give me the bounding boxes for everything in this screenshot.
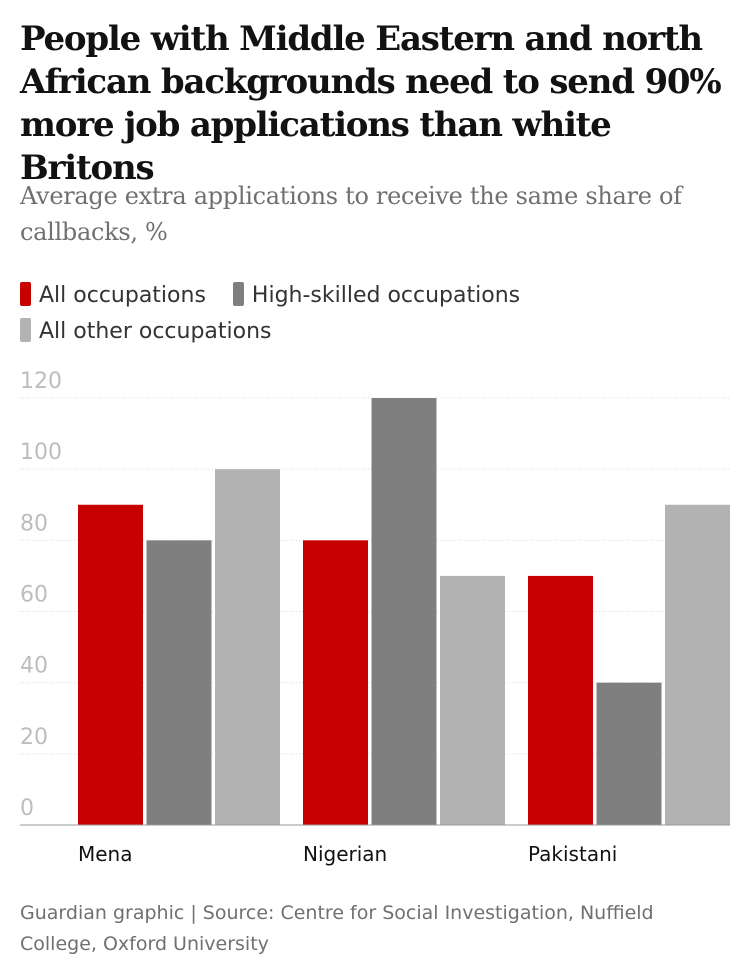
legend-label: All other occupations: [39, 319, 272, 344]
legend-swatch: [20, 282, 31, 306]
y-tick-label: 60: [20, 583, 48, 608]
legend-item-all-occupations: All occupations: [20, 278, 206, 314]
legend-label: All occupations: [39, 283, 206, 308]
legend-label: High-skilled occupations: [251, 283, 521, 308]
legend-item-all-other-occupations: All other occupations: [20, 314, 272, 350]
bar-mena-series-0: [78, 504, 143, 825]
source-note: Guardian graphic | Source: Centre for So…: [20, 902, 654, 955]
bar-pakistani-series-2: [665, 504, 730, 825]
y-tick-label: 0: [20, 796, 34, 821]
legend-swatch: [232, 282, 244, 306]
y-tick-label: 120: [20, 369, 62, 394]
legend-item-high-skilled-occupations: High-skilled occupations: [232, 278, 521, 314]
bar-mena-series-2: [215, 469, 280, 825]
y-tick-label: 40: [20, 654, 48, 679]
chart-title: People with Middle Eastern and north Afr…: [20, 19, 722, 188]
bar-nigerian-series-2: [440, 575, 505, 825]
bar-nigerian-series-1: [371, 398, 437, 825]
bar-pakistani-series-1: [596, 682, 662, 825]
bar-chart: 0 20 40 60 80 100 120 Mena Nigerian Pakistani: [20, 369, 730, 866]
bar-nigerian-series-0: [303, 540, 368, 825]
chart-subtitle: Average extra applications to receive th…: [20, 182, 682, 246]
axes: 0 20 40 60 80 100 120 Mena Nigerian Pakistani: [20, 369, 730, 866]
legend-swatch: [20, 318, 31, 342]
bar-mena-series-1: [146, 540, 212, 825]
y-tick-label: 80: [20, 511, 48, 536]
chart-legend: All occupations High-skilled occupations…: [20, 278, 730, 350]
x-category-label: Pakistani: [528, 842, 617, 866]
x-category-label: Mena: [78, 842, 133, 866]
y-tick-label: 20: [20, 725, 48, 750]
x-category-label: Nigerian: [303, 842, 387, 866]
y-tick-label: 100: [20, 440, 62, 465]
bars: [78, 398, 730, 825]
bar-pakistani-series-0: [528, 575, 593, 825]
